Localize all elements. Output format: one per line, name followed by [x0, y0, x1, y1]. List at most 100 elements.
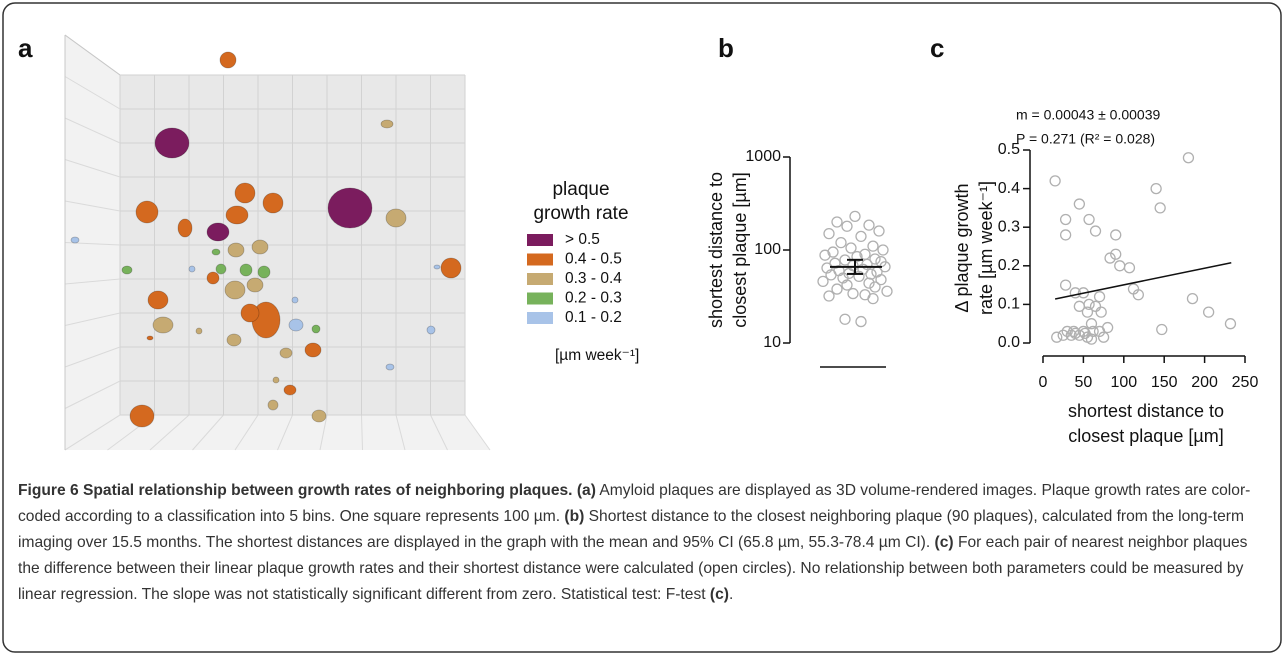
plaque — [227, 242, 245, 258]
data-point — [849, 210, 861, 223]
data-point — [1073, 198, 1086, 210]
data-point — [1093, 291, 1106, 303]
data-point — [1069, 287, 1081, 299]
render-grid — [64, 312, 121, 326]
data-point — [1110, 229, 1122, 241]
plaque — [147, 290, 169, 310]
caption-text: Figure 6 Spatial relationship between gr… — [18, 482, 573, 499]
data-point — [1081, 306, 1094, 318]
plaque — [240, 303, 260, 323]
data-point — [869, 253, 881, 265]
caption-text: Amyloid plaques are displayed as 3D volu… — [18, 482, 1251, 525]
legend-swatch — [527, 292, 553, 305]
data-point — [877, 244, 889, 256]
data-point — [831, 216, 843, 228]
plaque — [129, 404, 155, 428]
data-point — [1150, 182, 1162, 195]
annotation: P = 0.271 (R² = 0.028) — [1016, 131, 1155, 147]
render-edge — [64, 34, 121, 76]
plaque — [380, 119, 394, 129]
panel-label: a — [18, 33, 33, 63]
render-grid — [192, 414, 224, 451]
plaque — [188, 265, 196, 273]
plaque — [121, 265, 133, 275]
render-grid — [64, 76, 121, 110]
data-point — [1202, 306, 1215, 318]
legend-label: 0.4 - 0.5 — [565, 251, 622, 268]
render-grid — [361, 414, 363, 451]
data-point — [1224, 318, 1237, 330]
data-point — [855, 230, 867, 243]
legend-title: plaque — [552, 179, 609, 200]
data-point — [869, 281, 881, 293]
data-point — [1068, 325, 1080, 338]
regression-line — [1054, 261, 1232, 300]
plaque — [211, 248, 221, 256]
data-point — [823, 227, 835, 240]
data-point — [1059, 279, 1072, 291]
data-point — [855, 315, 867, 328]
data-point — [865, 268, 877, 280]
y-tick-label: 0.3 — [998, 218, 1020, 235]
annotation: m = 0.00043 ± 0.00039 — [1016, 107, 1161, 123]
plaque — [385, 363, 395, 371]
legend-label: 0.1 - 0.2 — [565, 309, 622, 326]
x-tick-label: 50 — [1075, 374, 1093, 391]
render-grid — [149, 414, 190, 451]
plaque — [154, 127, 190, 159]
x-tick-label: 150 — [1151, 374, 1178, 391]
render-grid — [64, 346, 121, 368]
caption-text: (c) — [934, 534, 954, 551]
data-point — [1089, 225, 1102, 237]
data-point — [1057, 329, 1069, 341]
plaque — [327, 187, 373, 229]
data-point — [841, 220, 853, 232]
data-point — [1061, 325, 1073, 338]
render-grid — [430, 414, 448, 451]
data-point — [1186, 292, 1199, 305]
legend-swatch — [527, 312, 553, 324]
data-point — [825, 269, 837, 281]
legend-label: 0.3 - 0.4 — [565, 270, 622, 287]
data-point — [1049, 175, 1061, 187]
data-point — [1079, 327, 1091, 340]
plaque — [433, 264, 441, 270]
plaque — [177, 218, 193, 238]
y-tick-label: 10 — [763, 334, 781, 351]
legend-label: 0.2 - 0.3 — [565, 290, 622, 307]
render-grid — [234, 414, 259, 451]
plaque — [239, 263, 253, 277]
data-point — [1132, 289, 1144, 301]
data-point — [1110, 248, 1122, 260]
plaque — [70, 236, 80, 244]
plaque — [146, 335, 154, 341]
plaque — [234, 182, 256, 204]
plaque — [272, 376, 280, 384]
data-point — [881, 285, 893, 297]
render-grid — [64, 117, 121, 144]
data-point — [817, 275, 829, 288]
data-point — [1051, 331, 1063, 343]
caption-text: Shortest distance to the closest neighbo… — [18, 508, 1244, 551]
data-point — [1095, 306, 1107, 318]
data-point — [1083, 213, 1095, 226]
plaque — [152, 316, 174, 334]
y-tick-label: 100 — [754, 241, 781, 258]
data-point — [839, 313, 851, 325]
y-axis-title: rate [µm week⁻¹] — [976, 181, 996, 315]
plaque — [246, 277, 264, 293]
x-tick-label: 250 — [1232, 374, 1259, 391]
data-point — [1104, 252, 1116, 264]
plaque — [226, 333, 242, 347]
data-point — [1097, 331, 1110, 343]
plaque — [262, 192, 284, 214]
legend-label: > 0.5 — [565, 231, 600, 248]
data-point — [863, 277, 875, 289]
plaque — [440, 257, 462, 279]
plaque — [206, 222, 230, 242]
plaque — [267, 399, 279, 411]
data-point — [867, 292, 879, 305]
caption-text: (b) — [564, 508, 585, 525]
y-tick-label: 0.4 — [998, 180, 1020, 197]
